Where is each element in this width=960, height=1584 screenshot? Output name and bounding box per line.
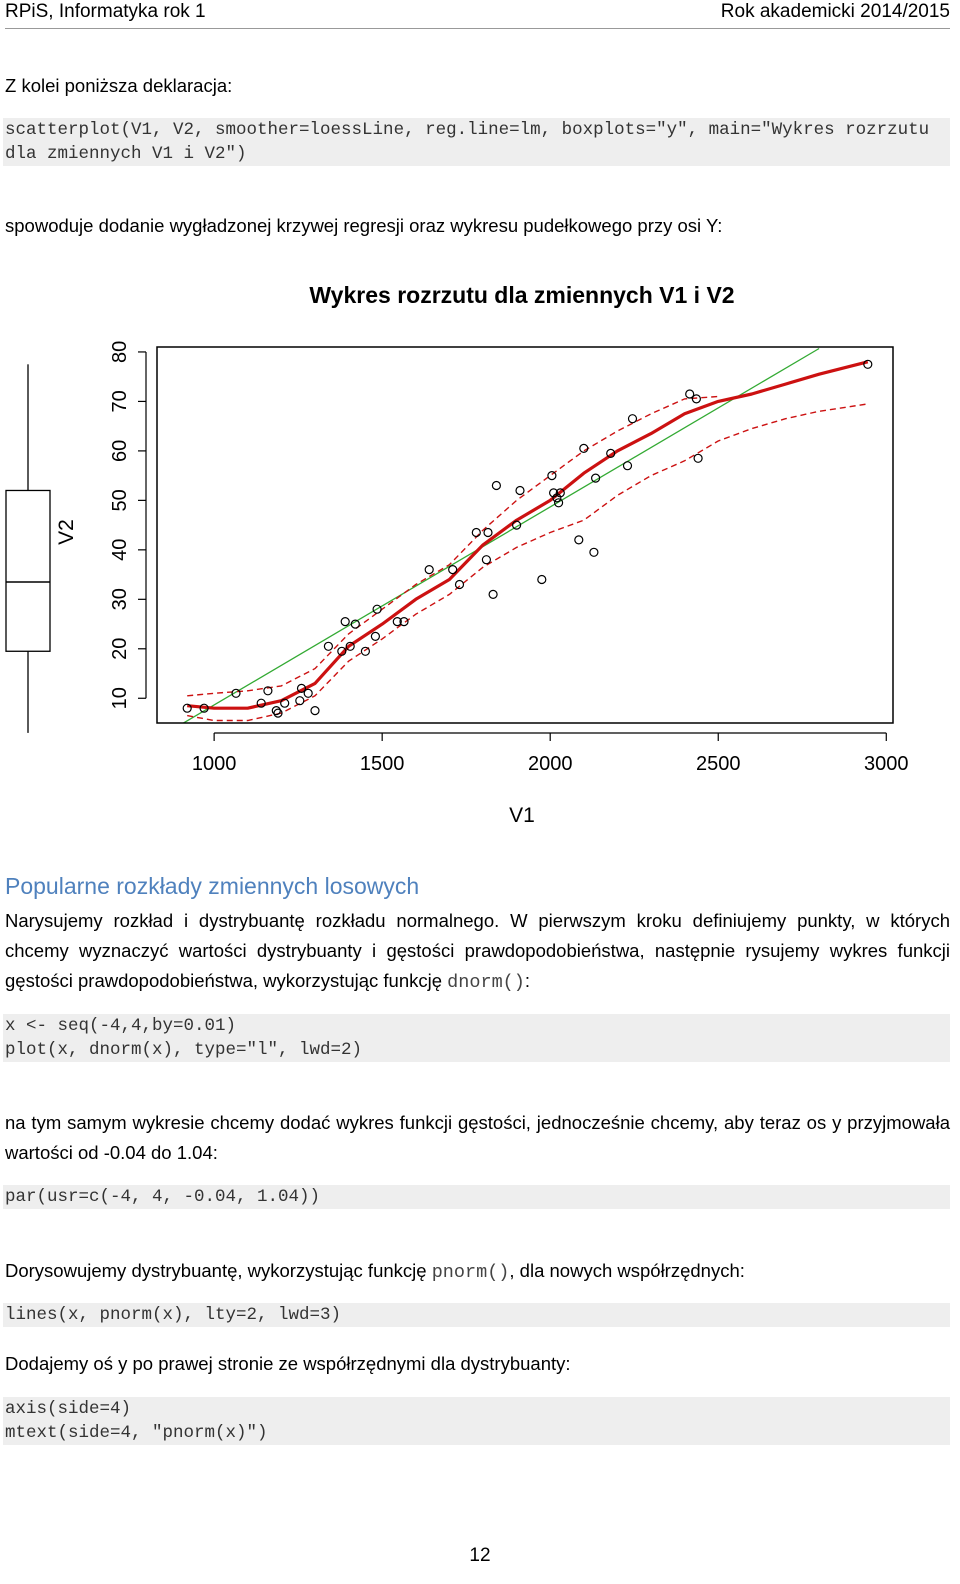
data-point (323, 641, 333, 651)
data-point (340, 617, 350, 627)
plot-area (156, 346, 894, 724)
y-tick-label: 40 (109, 539, 131, 561)
data-point (685, 389, 695, 399)
paragraph-text: Narysujemy rozkład i dystrybuantę rozkła… (5, 910, 950, 991)
y-tick-label: 10 (109, 687, 131, 709)
code-block-par: par(usr=c(-4, 4, -0.04, 1.04)) (3, 1185, 950, 1209)
data-point (537, 574, 547, 585)
paragraph-text-end: : (524, 970, 531, 991)
scatterplot-figure: Wykres rozrzutu dla zmiennych V1 i V2 V2… (5, 282, 909, 827)
series-line-regression (182, 347, 820, 723)
plot-frame (156, 346, 894, 724)
x-tick-label: 1000 (192, 753, 237, 775)
data-point (271, 706, 281, 716)
data-point (360, 646, 370, 656)
data-point (454, 579, 465, 590)
inline-code-pnorm: pnorm() (431, 1262, 510, 1283)
code-block-axis: axis(side=4) mtext(side=4, "pnorm(x)") (3, 1397, 950, 1445)
page-number: 12 (469, 1545, 491, 1566)
x-tick-label: 2500 (696, 753, 741, 775)
x-tick-label: 3000 (864, 753, 909, 775)
data-point (372, 604, 382, 614)
data-point (392, 617, 402, 627)
code-block-scatterplot: scatterplot(V1, V2, smoother=loessLine, … (3, 118, 950, 166)
data-point (182, 703, 192, 713)
code-block-plot: x <- seq(-4,4,by=0.01) plot(x, dnorm(x),… (3, 1014, 950, 1062)
data-point (589, 547, 599, 557)
data-point (350, 619, 360, 629)
chart-title: Wykres rozrzutu dla zmiennych V1 i V2 (309, 282, 734, 308)
data-point (606, 448, 616, 458)
data-point (691, 394, 702, 404)
data-point (256, 698, 266, 708)
x-tick-label: 1500 (360, 753, 405, 775)
y-tick-label: 80 (109, 341, 131, 363)
data-point (296, 683, 307, 693)
data-point (491, 480, 501, 491)
data-point (448, 565, 458, 575)
data-point (481, 555, 491, 565)
data-point (471, 527, 481, 538)
data-point (199, 703, 209, 713)
data-point (574, 535, 584, 545)
data-point (579, 443, 589, 453)
y-tick-label: 60 (109, 440, 131, 462)
data-point (863, 359, 873, 369)
data-point (555, 488, 565, 498)
header-divider (5, 28, 950, 29)
header-course: RPiS, Informatyka rok 1 (5, 1, 206, 22)
y-tick-label: 20 (109, 638, 131, 660)
data-point (303, 688, 313, 698)
x-axis: 1000 1500 2000 2500 3000 (192, 732, 909, 775)
axis-paragraph: Dodajemy oś y po prawej stronie ze współ… (5, 1353, 571, 1374)
data-point (231, 688, 241, 698)
data-point (273, 708, 283, 718)
data-point (310, 706, 320, 716)
y-tick-label: 30 (109, 588, 131, 610)
paragraph-text-end: , dla nowych współrzędnych: (509, 1260, 745, 1281)
data-point (488, 589, 498, 599)
data-point (622, 461, 633, 471)
x-axis-label: V1 (509, 804, 535, 827)
data-point (553, 498, 564, 508)
data-point (424, 565, 434, 575)
y-axis-label: V2 (55, 519, 78, 545)
data-point (515, 485, 525, 496)
data-point (263, 686, 273, 696)
series-line-smoother (187, 360, 869, 710)
code-block-lines: lines(x, pnorm(x), lty=2, lwd=3) (3, 1303, 950, 1327)
paragraph-text: Dorysowujemy dystrybuantę, wykorzystując… (5, 1260, 432, 1281)
cdf-paragraph: Dorysowujemy dystrybuantę, wykorzystując… (5, 1256, 950, 1288)
data-point (337, 646, 347, 656)
boxplot-v2 (5, 364, 51, 733)
data-point (399, 617, 409, 627)
data-point (295, 696, 305, 706)
boxplot-box (5, 489, 51, 652)
y-tick-label: 70 (109, 390, 131, 412)
data-point (547, 471, 557, 481)
description-paragraph: spowoduje dodanie wygładzonej krzywej re… (5, 215, 723, 236)
data-point (627, 414, 638, 424)
data-point (345, 641, 355, 651)
data-point (693, 453, 703, 463)
normal-distribution-paragraph: Narysujemy rozkład i dystrybuantę rozkła… (5, 906, 950, 998)
x-tick-label: 2000 (528, 753, 573, 775)
data-point (483, 527, 493, 538)
series-line-band-lower (187, 403, 868, 722)
data-point (511, 520, 522, 530)
y-axis: 10 20 30 40 50 60 70 80 (109, 341, 147, 709)
page-header: RPiS, Informatyka rok 1 Rok akademicki 2… (5, 0, 950, 30)
data-point (370, 631, 380, 641)
data-point (548, 488, 559, 498)
section-heading: Popularne rozkłady zmiennych losowych (5, 873, 420, 899)
data-point (590, 473, 601, 483)
inline-code-dnorm: dnorm() (447, 972, 525, 993)
y-tick-label: 50 (109, 489, 131, 511)
density-paragraph: na tym samym wykresie chcemy dodać wykre… (5, 1112, 950, 1163)
data-point (280, 698, 290, 708)
header-academic-year: Rok akademicki 2014/2015 (720, 1, 950, 22)
intro-paragraph: Z kolei poniższa deklaracja: (5, 75, 233, 96)
